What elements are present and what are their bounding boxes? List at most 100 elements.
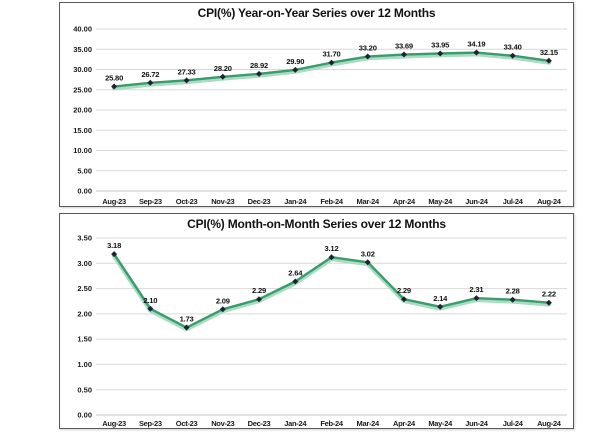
data-point-marker — [219, 306, 226, 313]
data-point-marker — [147, 79, 154, 86]
data-point-label: 2.10 — [143, 296, 157, 305]
x-axis-tick-label: Nov-23 — [211, 197, 234, 206]
data-point-marker — [509, 52, 516, 59]
data-point-label: 34.19 — [467, 40, 485, 49]
data-point-label: 33.40 — [504, 43, 522, 52]
data-point-marker — [292, 66, 299, 73]
y-axis-tick-label: 3.50 — [77, 234, 92, 243]
data-point-marker — [545, 299, 552, 306]
x-axis-tick-label: Sep-23 — [139, 197, 162, 206]
data-point-marker — [364, 53, 371, 60]
x-axis-tick-label: Feb-24 — [320, 197, 344, 206]
x-axis-tick-label: Feb-24 — [320, 419, 344, 428]
y-axis-tick-label: 10.00 — [73, 146, 92, 155]
x-axis-tick-label: Oct-23 — [176, 197, 198, 206]
yoy-chart-canvas: 40.00 35.00 30.00 25.00 20.00 15.00 10.00 5.00 0… — [73, 25, 567, 206]
y-axis-tick-label: 20.00 — [73, 106, 92, 115]
y-axis-tick-label: 5.00 — [77, 166, 92, 175]
data-point-label: 33.69 — [395, 42, 413, 51]
data-point-marker — [328, 59, 335, 66]
y-axis-tick-label: 1.50 — [77, 335, 92, 344]
data-point-label: 3.18 — [107, 241, 121, 250]
x-axis-tick-label: Jan-24 — [284, 197, 307, 206]
data-point-marker — [183, 77, 190, 84]
data-point-marker — [400, 296, 407, 303]
x-axis-tick-label: Sep-23 — [139, 419, 162, 428]
y-axis-tick-label: 2.50 — [77, 284, 92, 293]
x-axis-tick-label: Jul-24 — [503, 197, 524, 206]
y-axis-tick-label: 2.00 — [77, 309, 92, 318]
data-point-label: 2.29 — [397, 286, 411, 295]
y-axis-tick-label: 25.00 — [73, 85, 92, 94]
data-point-marker — [292, 278, 299, 285]
x-axis-tick-label: Mar-24 — [357, 197, 381, 206]
data-point-marker — [437, 50, 444, 57]
mom-chart-canvas: 3.50 3.00 2.50 2.00 1.50 1.00 0.50 0.00 Aug-23 Se… — [77, 234, 567, 428]
data-point-label: 2.31 — [469, 285, 484, 294]
x-axis-tick-label: Apr-24 — [393, 419, 416, 428]
x-axis-tick-label: Mar-24 — [357, 419, 381, 428]
data-point-label: 27.33 — [178, 67, 196, 76]
y-axis-tick-label: 0.50 — [77, 385, 92, 394]
data-point-label: 2.28 — [506, 287, 520, 296]
y-axis-tick-label: 35.00 — [73, 45, 92, 54]
data-point-marker — [509, 296, 516, 303]
y-axis-tick-label: 30.00 — [73, 65, 92, 74]
mom-chart-panel: 3.50 3.00 2.50 2.00 1.50 1.00 0.50 0.00 Aug-23 Se… — [59, 213, 574, 429]
data-point-marker — [147, 305, 154, 312]
x-axis-tick-label: Jan-24 — [284, 419, 307, 428]
data-point-label: 25.80 — [105, 74, 123, 83]
y-axis-tick-label: 40.00 — [73, 25, 92, 34]
x-axis-tick-label: May-24 — [428, 197, 453, 206]
data-point-marker — [256, 70, 263, 77]
yoy-chart-title: CPI(%) Year-on-Year Series over 12 Month… — [197, 6, 436, 20]
yoy-chart-panel: 40.00 35.00 30.00 25.00 20.00 15.00 10.00 5.00 0… — [59, 2, 574, 207]
x-axis-tick-label: Jun-24 — [465, 419, 489, 428]
data-point-label: 28.92 — [250, 61, 268, 70]
data-point-label: 28.20 — [214, 64, 232, 73]
mom-chart-title: CPI(%) Month-on-Month Series over 12 Mon… — [187, 217, 446, 231]
x-axis-tick-label: Jun-24 — [465, 197, 489, 206]
data-point-marker — [400, 51, 407, 58]
data-point-marker — [364, 259, 371, 266]
data-point-label: 2.64 — [288, 268, 303, 277]
data-point-label: 32.15 — [540, 48, 559, 57]
data-point-label: 31.70 — [322, 50, 340, 59]
x-axis-tick-label: Aug-23 — [102, 197, 126, 206]
x-axis-tick-label: Apr-24 — [393, 197, 416, 206]
data-point-marker — [545, 57, 552, 64]
x-axis-tick-label: Dec-23 — [248, 419, 271, 428]
y-axis-tick-label: 0.00 — [77, 411, 92, 420]
data-point-label: 3.12 — [325, 244, 339, 253]
data-point-marker — [473, 49, 480, 56]
data-point-label: 29.90 — [286, 57, 304, 66]
data-point-marker — [328, 254, 335, 261]
data-point-marker — [111, 83, 118, 90]
y-axis-tick-label: 1.00 — [77, 360, 92, 369]
x-axis-tick-label: May-24 — [428, 419, 453, 428]
data-point-label: 2.29 — [252, 286, 266, 295]
data-point-label: 33.95 — [431, 41, 450, 50]
data-point-marker — [256, 296, 263, 303]
data-point-label: 3.02 — [361, 249, 375, 258]
x-axis-tick-label: Aug-24 — [537, 419, 562, 428]
data-point-marker — [183, 324, 190, 331]
data-point-label: 2.22 — [542, 290, 556, 299]
x-axis-tick-label: Oct-23 — [176, 419, 198, 428]
data-point-label: 1.73 — [180, 315, 194, 324]
x-axis-tick-label: Aug-23 — [102, 419, 126, 428]
x-axis-tick-label: Nov-23 — [211, 419, 234, 428]
data-point-marker — [473, 295, 480, 302]
x-axis-tick-label: Dec-23 — [248, 197, 271, 206]
x-axis-tick-label: Aug-24 — [537, 197, 562, 206]
y-axis-tick-label: 3.00 — [77, 259, 92, 268]
data-point-label: 2.14 — [433, 294, 448, 303]
data-point-marker — [219, 73, 226, 80]
data-point-marker — [111, 251, 118, 258]
data-point-label: 33.20 — [359, 44, 377, 53]
y-axis-tick-label: 15.00 — [73, 126, 92, 135]
data-point-label: 26.72 — [141, 70, 159, 79]
x-axis-tick-label: Jul-24 — [503, 419, 524, 428]
data-point-label: 2.09 — [216, 296, 230, 305]
